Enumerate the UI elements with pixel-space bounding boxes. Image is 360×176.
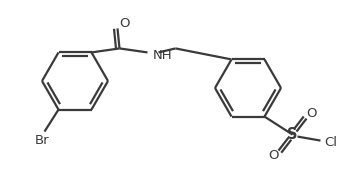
Text: O: O xyxy=(119,17,130,30)
Text: Cl: Cl xyxy=(324,136,337,149)
Text: S: S xyxy=(287,127,298,142)
Text: NH: NH xyxy=(153,49,172,62)
Text: Br: Br xyxy=(35,134,50,147)
Text: O: O xyxy=(268,149,279,162)
Text: O: O xyxy=(306,107,317,120)
